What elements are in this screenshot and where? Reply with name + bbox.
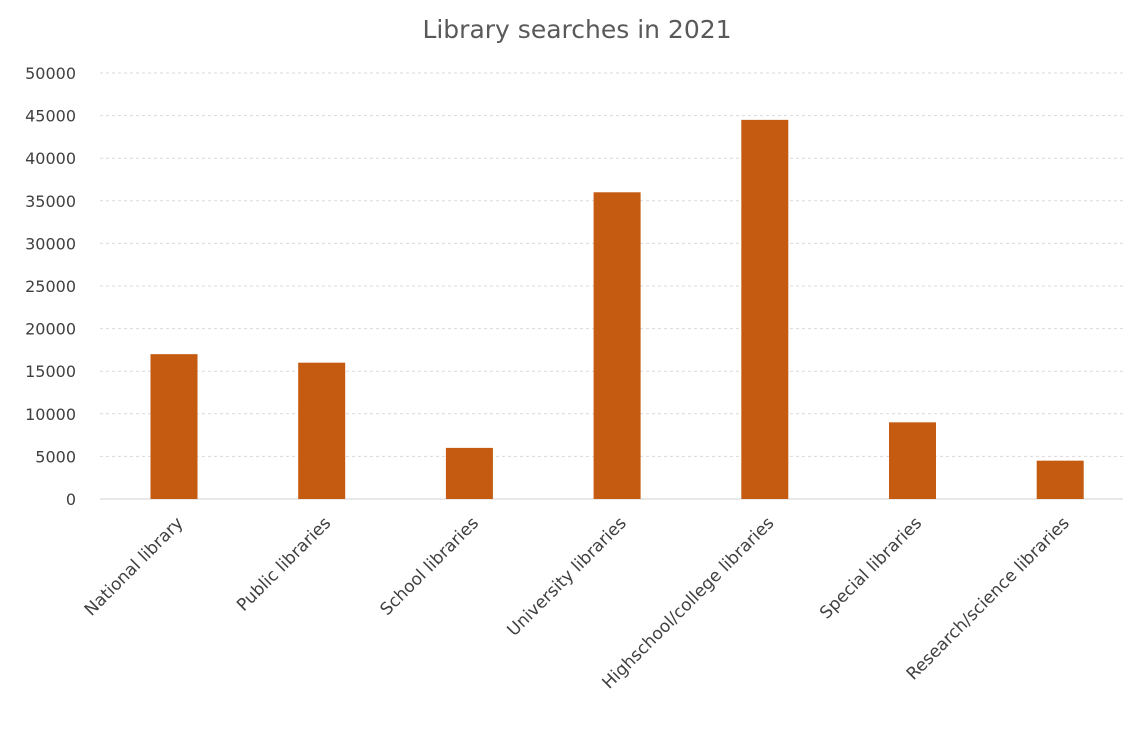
x-tick-label: University libraries [503, 513, 630, 640]
bar [445, 447, 493, 499]
y-tick-label: 15000 [25, 362, 76, 381]
y-tick-label: 5000 [35, 447, 76, 466]
x-tick-label: National library [81, 513, 188, 620]
x-axis: National library Public libraries School l… [81, 513, 1074, 693]
y-tick-label: 30000 [25, 234, 76, 253]
bar [150, 354, 198, 499]
y-tick-label: 35000 [25, 192, 76, 211]
bar [593, 192, 641, 499]
bars [150, 119, 1084, 500]
y-tick-label: 50000 [25, 64, 76, 83]
y-tick-label: 0 [66, 490, 76, 509]
y-tick-label: 10000 [25, 405, 76, 424]
y-tick-label: 20000 [25, 320, 76, 339]
y-tick-label: 40000 [25, 149, 76, 168]
x-tick-label: Highschool/college libraries [599, 513, 779, 693]
bar [741, 119, 789, 500]
y-tick-label: 25000 [25, 277, 76, 296]
chart-title: Library searches in 2021 [422, 15, 731, 44]
bar [889, 422, 936, 499]
x-tick-label: School libraries [377, 513, 484, 620]
y-tick-label: 45000 [25, 107, 76, 126]
bar [298, 362, 346, 499]
y-axis: 0 5000 10000 15000 20000 25000 30000 35000 40000… [25, 64, 76, 509]
x-tick-label: Public libraries [233, 513, 335, 615]
x-tick-label: Research/science libraries [903, 513, 1074, 684]
bar [1036, 460, 1084, 499]
x-tick-label: Special libraries [816, 513, 926, 623]
